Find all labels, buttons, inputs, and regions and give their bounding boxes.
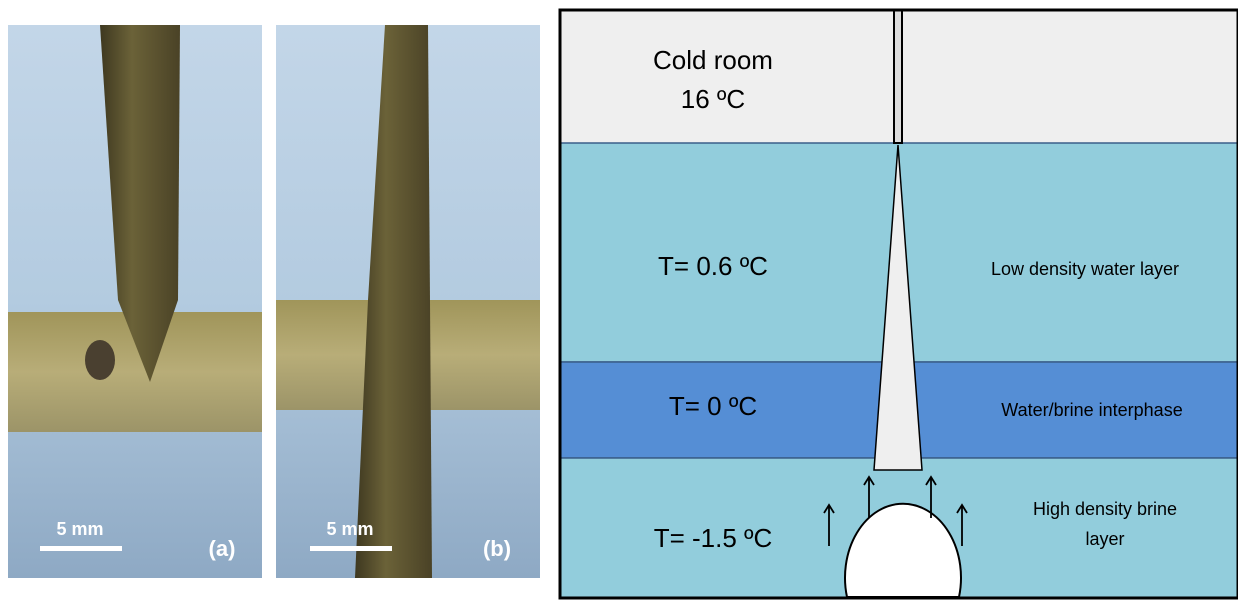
bubble <box>85 340 115 380</box>
scale-bar <box>40 546 122 551</box>
diagram: Cold room 16 ºC T= 0.6 ºC Low density wa… <box>560 10 1238 598</box>
scale-label: 5 mm <box>326 519 373 539</box>
layer-description: Low density water layer <box>991 259 1179 279</box>
scale-label: 5 mm <box>56 519 103 539</box>
tube <box>894 10 902 143</box>
layer-temperature: T= 0.6 ºC <box>658 251 768 281</box>
panel-label: (b) <box>483 536 511 561</box>
photo-b: 5 mm (b) <box>276 25 540 578</box>
layer-temperature: T= -1.5 ºC <box>654 523 773 553</box>
cold-room-temperature: 16 ºC <box>681 84 745 114</box>
layer-temperature: T= 0 ºC <box>669 391 757 421</box>
cold-room-title: Cold room <box>653 45 773 75</box>
figure: 5 mm (a) 5 mm (b) Cold room 16 ºC T= 0.6… <box>0 0 1238 600</box>
panel-label: (a) <box>209 536 236 561</box>
layer-description: Water/brine interphase <box>1001 400 1182 420</box>
layer-description: layer <box>1085 529 1124 549</box>
photo-a: 5 mm (a) <box>8 25 262 578</box>
page: 5 mm (a) 5 mm (b) Cold room 16 ºC T= 0.6… <box>0 0 1238 600</box>
layer-description: High density brine <box>1033 499 1177 519</box>
scale-bar <box>310 546 392 551</box>
